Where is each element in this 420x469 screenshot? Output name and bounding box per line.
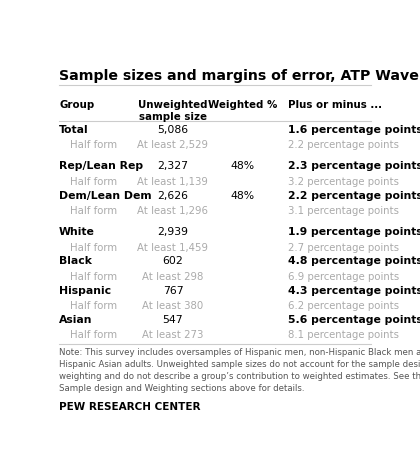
Text: Sample sizes and margins of error, ATP Wave 161: Sample sizes and margins of error, ATP W…: [59, 69, 420, 83]
Text: Half form: Half form: [71, 242, 118, 253]
Text: 3.2 percentage points: 3.2 percentage points: [289, 177, 399, 187]
Text: Half form: Half form: [71, 272, 118, 282]
Text: 4.3 percentage points: 4.3 percentage points: [289, 286, 420, 295]
Text: 4.8 percentage points: 4.8 percentage points: [289, 257, 420, 266]
Text: At least 380: At least 380: [142, 301, 204, 311]
Text: Weighted %: Weighted %: [208, 100, 278, 110]
Text: At least 298: At least 298: [142, 272, 204, 282]
Text: Plus or minus ...: Plus or minus ...: [289, 100, 383, 110]
Text: 547: 547: [163, 315, 183, 325]
Text: 3.1 percentage points: 3.1 percentage points: [289, 206, 399, 216]
Text: Half form: Half form: [71, 140, 118, 151]
Text: 8.1 percentage points: 8.1 percentage points: [289, 330, 399, 340]
Text: 5,086: 5,086: [158, 125, 189, 135]
Text: Hispanic: Hispanic: [59, 286, 111, 295]
Text: White: White: [59, 227, 95, 237]
Text: At least 1,296: At least 1,296: [137, 206, 208, 216]
Text: 2,939: 2,939: [158, 227, 189, 237]
Text: 6.2 percentage points: 6.2 percentage points: [289, 301, 399, 311]
Text: Note: This survey includes oversamples of Hispanic men, non-Hispanic Black men a: Note: This survey includes oversamples o…: [59, 348, 420, 393]
Text: At least 1,459: At least 1,459: [137, 242, 208, 253]
Text: 5.6 percentage points: 5.6 percentage points: [289, 315, 420, 325]
Text: 6.9 percentage points: 6.9 percentage points: [289, 272, 400, 282]
Text: 602: 602: [163, 257, 183, 266]
Text: Half form: Half form: [71, 330, 118, 340]
Text: Black: Black: [59, 257, 92, 266]
Text: At least 273: At least 273: [142, 330, 204, 340]
Text: 48%: 48%: [231, 190, 255, 201]
Text: 2.7 percentage points: 2.7 percentage points: [289, 242, 399, 253]
Text: PEW RESEARCH CENTER: PEW RESEARCH CENTER: [59, 402, 200, 412]
Text: Dem/Lean Dem: Dem/Lean Dem: [59, 190, 152, 201]
Text: 2.2 percentage points: 2.2 percentage points: [289, 190, 420, 201]
Text: Asian: Asian: [59, 315, 92, 325]
Text: 48%: 48%: [231, 161, 255, 171]
Text: 2,626: 2,626: [158, 190, 189, 201]
Text: Half form: Half form: [71, 177, 118, 187]
Text: 2.2 percentage points: 2.2 percentage points: [289, 140, 399, 151]
Text: 2.3 percentage points: 2.3 percentage points: [289, 161, 420, 171]
Text: 2,327: 2,327: [158, 161, 189, 171]
Text: 1.6 percentage points: 1.6 percentage points: [289, 125, 420, 135]
Text: Total: Total: [59, 125, 89, 135]
Text: Half form: Half form: [71, 206, 118, 216]
Text: 1.9 percentage points: 1.9 percentage points: [289, 227, 420, 237]
Text: Group: Group: [59, 100, 94, 110]
Text: Half form: Half form: [71, 301, 118, 311]
Text: Rep/Lean Rep: Rep/Lean Rep: [59, 161, 143, 171]
Text: At least 2,529: At least 2,529: [137, 140, 208, 151]
Text: Unweighted
sample size: Unweighted sample size: [138, 100, 207, 122]
Text: At least 1,139: At least 1,139: [137, 177, 208, 187]
Text: 767: 767: [163, 286, 183, 295]
